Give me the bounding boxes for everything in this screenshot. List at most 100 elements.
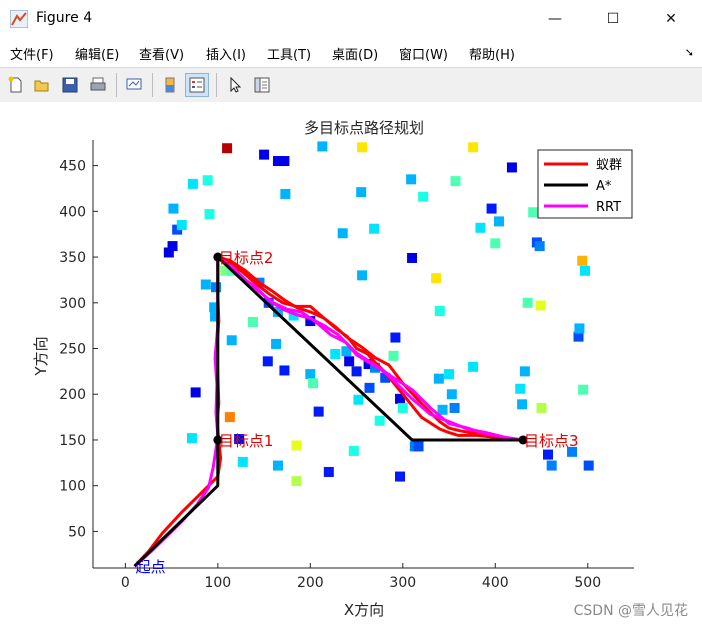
- waypoint-dot: [518, 435, 528, 445]
- obstacle-marker: [546, 460, 557, 471]
- x-tick-label: 200: [297, 575, 324, 591]
- obstacle-marker: [234, 434, 245, 445]
- path-lines: [133, 255, 525, 568]
- waypoint-label: 目标点1: [219, 432, 274, 450]
- obstacle-marker: [486, 203, 497, 214]
- obstacle-marker: [308, 378, 319, 389]
- obstacle-marker: [237, 456, 248, 467]
- obstacle-marker: [468, 361, 479, 372]
- obstacle-marker: [567, 446, 578, 457]
- obstacle-marker: [446, 389, 457, 400]
- menu-insert[interactable]: 插入(I): [206, 48, 246, 63]
- obstacle-marker: [437, 404, 448, 415]
- open-file-icon[interactable]: [30, 73, 54, 97]
- obstacle-marker: [224, 412, 235, 423]
- obstacle-marker: [288, 310, 299, 321]
- obstacle-marker: [449, 402, 460, 413]
- y-tick-label: 100: [59, 479, 86, 495]
- window-title: Figure 4: [36, 10, 93, 26]
- obstacle-marker: [341, 346, 352, 357]
- obstacle-marker: [406, 174, 417, 185]
- obstacle-marker: [370, 362, 381, 373]
- menu-help[interactable]: 帮助(H): [469, 48, 515, 63]
- obstacle-marker: [176, 220, 187, 231]
- obstacle-marker: [579, 265, 590, 276]
- obstacle-marker: [210, 311, 221, 322]
- obstacle-marker: [574, 323, 585, 334]
- legend-entry: RRT: [596, 200, 621, 215]
- obstacle-marker: [390, 332, 401, 343]
- obstacle-marker: [395, 393, 406, 404]
- maximize-button[interactable]: ☐: [584, 0, 642, 38]
- pointer-icon[interactable]: [223, 73, 247, 97]
- obstacle-marker: [200, 279, 211, 290]
- obstacle-marker: [431, 273, 442, 284]
- new-figure-icon[interactable]: [4, 73, 28, 97]
- colorbar-icon[interactable]: [158, 73, 182, 97]
- toolbar-separator: [216, 73, 217, 97]
- y-axis-label: Y方向: [32, 336, 50, 376]
- waypoint-dot: [213, 435, 223, 445]
- obstacle-marker: [397, 402, 408, 413]
- obstacle-marker: [578, 384, 589, 395]
- obstacle-marker: [388, 350, 399, 361]
- y-tick-label: 50: [68, 524, 86, 540]
- property-inspector-icon[interactable]: [250, 73, 274, 97]
- link-plot-icon[interactable]: [122, 73, 146, 97]
- waypoint-dot: [213, 252, 223, 262]
- close-button[interactable]: ✕: [642, 0, 700, 38]
- obstacle-marker: [542, 449, 553, 460]
- obstacle-marker: [351, 366, 362, 377]
- obstacle-marker: [356, 187, 367, 198]
- obstacle-marker: [353, 394, 364, 405]
- menu-desktop[interactable]: 桌面(D): [332, 48, 379, 63]
- legend-entry: A*: [596, 179, 612, 194]
- obstacle-marker: [209, 302, 220, 313]
- obstacle-marker: [344, 356, 355, 367]
- plot-area[interactable]: 多目标点路径规划 起点 目标点1 目标点2 目标点3 0 100 200 300 400 500…: [0, 102, 702, 628]
- close-icon: ✕: [665, 11, 677, 27]
- toolbar-separator: [152, 73, 153, 97]
- obstacle-marker: [357, 142, 368, 153]
- corner-arrow-icon[interactable]: ➘: [684, 46, 694, 59]
- obstacle-marker: [305, 316, 316, 327]
- matlab-figure-icon: [10, 10, 28, 28]
- menu-window[interactable]: 窗口(W): [399, 48, 448, 63]
- obstacle-marker: [204, 209, 215, 220]
- menu-edit[interactable]: 编辑(E): [75, 48, 120, 63]
- obstacle-marker: [323, 466, 334, 477]
- obstacle-marker: [271, 338, 282, 349]
- obstacle-marker: [490, 238, 501, 249]
- legend-icon[interactable]: [185, 73, 209, 97]
- menu-file[interactable]: 文件(F): [10, 48, 54, 63]
- obstacle-marker: [493, 216, 504, 227]
- menu-view[interactable]: 查看(V): [139, 48, 185, 63]
- obstacle-marker: [418, 191, 429, 202]
- y-tick-label: 250: [59, 342, 86, 358]
- obstacle-marker: [583, 460, 594, 471]
- obstacle-marker: [291, 440, 302, 451]
- waypoint-markers: 起点 目标点1 目标点2 目标点3: [136, 249, 579, 576]
- maximize-icon: ☐: [606, 11, 620, 27]
- obstacle-marker: [348, 445, 359, 456]
- obstacle-marker: [535, 300, 546, 311]
- watermark: CSDN @雪人见花: [573, 603, 688, 619]
- obstacle-marker: [444, 369, 455, 380]
- title-bar: Figure 4 — ☐ ✕: [0, 0, 702, 38]
- minimize-button[interactable]: —: [526, 0, 584, 38]
- chart-title: 多目标点路径规划: [304, 119, 424, 137]
- print-icon[interactable]: [86, 73, 110, 97]
- obstacle-marker: [407, 252, 418, 263]
- y-tick-label: 450: [59, 159, 86, 175]
- legend[interactable]: 蚁群 A* RRT: [537, 149, 633, 219]
- obstacle-marker: [468, 142, 479, 153]
- obstacle-marker: [573, 331, 584, 342]
- obstacle-marker: [226, 335, 237, 346]
- axes: 0 100 200 300 400 500 50 100 150 200 250 300 350 400 4…: [59, 140, 634, 591]
- obstacle-marker: [522, 297, 533, 308]
- menu-tools[interactable]: 工具(T): [267, 48, 312, 63]
- obstacle-marker: [220, 265, 231, 276]
- save-icon[interactable]: [58, 73, 82, 97]
- obstacle-marker: [163, 247, 174, 258]
- obstacle-marker: [577, 255, 588, 266]
